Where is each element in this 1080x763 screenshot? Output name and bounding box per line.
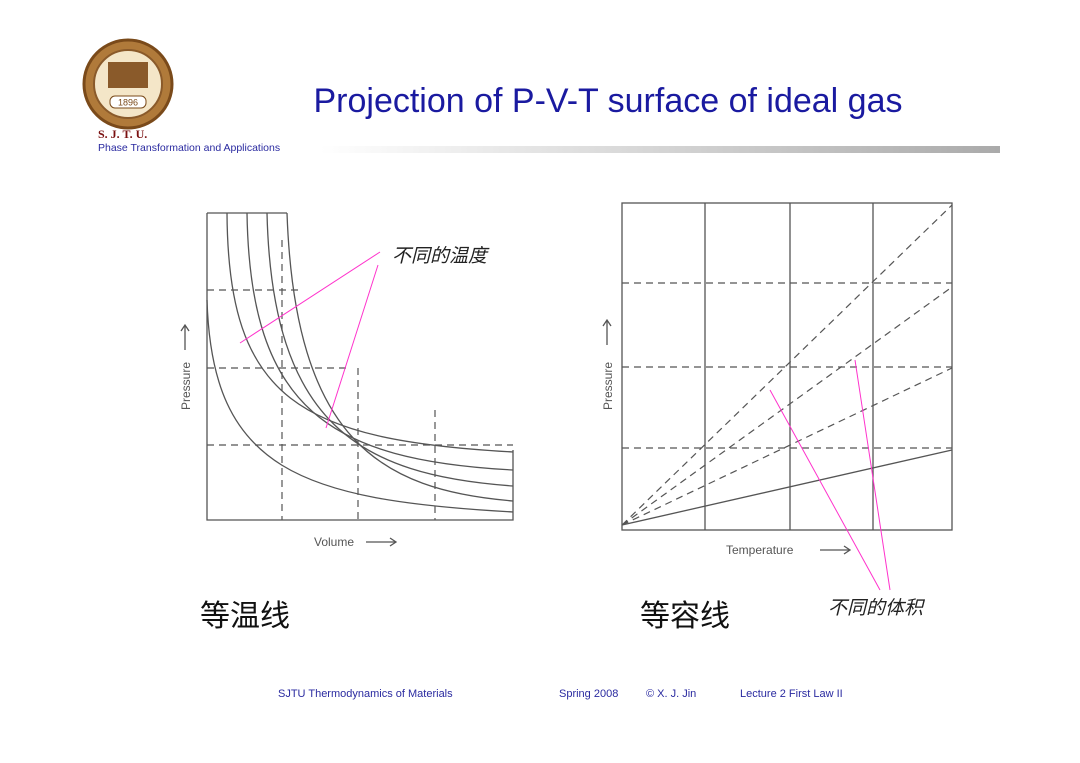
- y-label: Pressure: [601, 362, 615, 410]
- school: S. J. T. U.: [98, 127, 147, 141]
- footer-lecture: Lecture 2 First Law II: [740, 688, 843, 700]
- annotation: 不同的温度: [392, 245, 490, 267]
- x-label: Volume: [314, 535, 354, 549]
- subtitle: Phase Transformation and Applications: [98, 142, 280, 154]
- footer-term: Spring 2008: [559, 688, 618, 700]
- annotation: 不同的体积: [828, 597, 926, 619]
- caption: 等容线: [640, 599, 730, 634]
- footer-course: SJTU Thermodynamics of Materials: [278, 688, 453, 700]
- caption: 等温线: [200, 599, 290, 634]
- logo-year: 1896: [118, 97, 138, 107]
- header-bar: [320, 146, 1000, 153]
- logo: 1896: [82, 38, 174, 130]
- isochore-diagram: 不同的体积 Pressure Temperature 等容线: [601, 202, 953, 634]
- isotherm-diagram: 不同的温度 Pressure Volume 等温线: [179, 212, 514, 634]
- y-label: Pressure: [179, 362, 193, 410]
- title: Projection of P-V-T surface of ideal gas: [313, 82, 902, 120]
- footer-author: © X. J. Jin: [646, 688, 696, 700]
- x-label: Temperature: [726, 543, 794, 557]
